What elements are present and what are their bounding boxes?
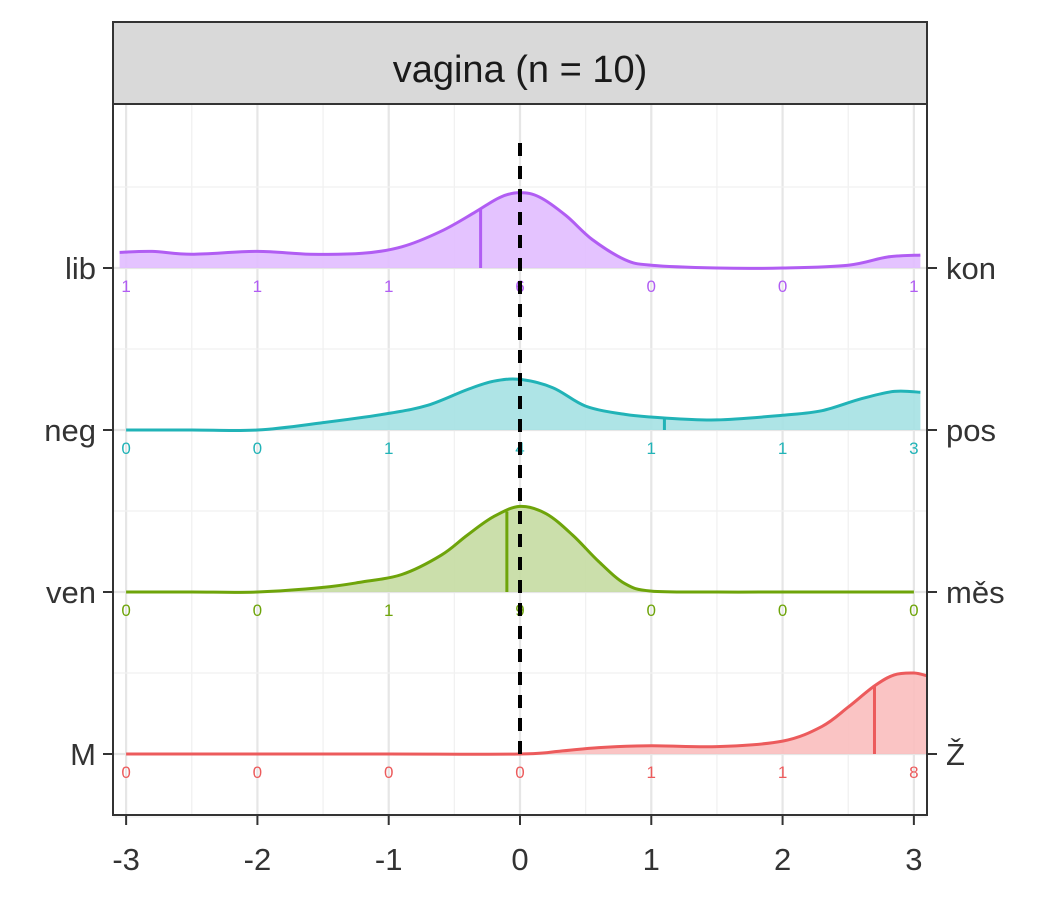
chart-title: vagina (n = 10) [393,49,648,91]
y-label-left: neg [44,413,96,448]
density-area [126,378,921,431]
count-label: 1 [778,439,787,458]
count-label: 0 [515,763,524,782]
count-label: 0 [778,277,787,296]
x-tick-label: 1 [643,842,660,877]
y-label-left: M [70,737,96,772]
x-tick-label: 2 [774,842,791,877]
count-label: 0 [384,763,393,782]
count-label: 0 [647,601,656,620]
density-curve [126,377,921,433]
count-label: 0 [778,601,787,620]
y-label-right: pos [946,413,996,448]
count-label: 8 [909,763,918,782]
density-area [126,506,914,593]
y-label-right: měs [946,575,1005,610]
count-label: 1 [647,763,656,782]
count-label: 1 [909,277,918,296]
y-label-right: Ž [946,737,965,772]
count-label: 1 [253,277,262,296]
axes: -3 -2 -1 0 1 2 3 lib kon neg pos ven měs M Ž [44,251,1004,877]
y-label-right: kon [946,251,996,286]
ridge-M: 0 0 0 0 1 1 8 [121,671,928,782]
count-label: 1 [384,277,393,296]
x-tick-label: 3 [905,842,922,877]
strip-header [112,21,928,105]
x-tick-label: -1 [375,842,403,877]
count-label: 3 [909,439,918,458]
y-label-left: lib [65,251,96,286]
density-curve [126,671,928,756]
count-label: 1 [384,439,393,458]
density-area [126,672,928,755]
density-curve [126,504,914,594]
count-label: 0 [647,277,656,296]
count-label: 0 [253,763,262,782]
count-label: 0 [253,601,262,620]
x-tick-label: -3 [112,842,140,877]
count-label: 0 [121,763,130,782]
density-area [119,192,921,269]
count-label: 1 [647,439,656,458]
count-label: 0 [253,439,262,458]
count-label: 0 [909,601,918,620]
x-tick-label: -2 [244,842,272,877]
count-label: 0 [121,439,130,458]
y-label-left: ven [46,575,96,610]
x-tick-label: 0 [511,842,528,877]
count-label: 1 [121,277,130,296]
count-label: 1 [778,763,787,782]
count-label: 0 [121,601,130,620]
count-label: 1 [384,601,393,620]
